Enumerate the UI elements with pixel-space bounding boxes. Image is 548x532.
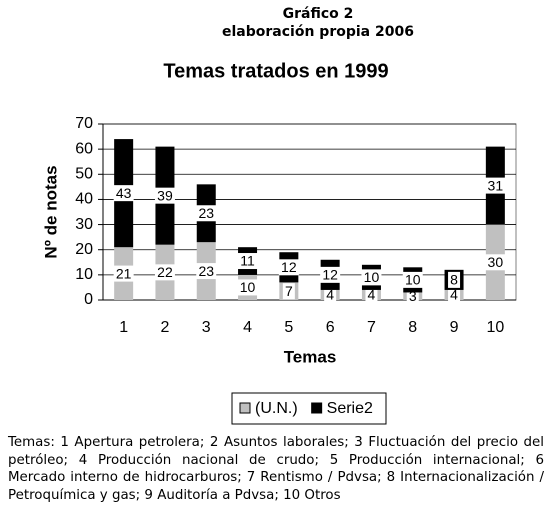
chart: Gráfico 2 elaboración propia 2006 Temas … xyxy=(41,6,517,425)
data-label-box xyxy=(324,286,337,303)
y-axis-label: Nº de notas xyxy=(41,165,60,258)
y-tick-label: 30 xyxy=(75,216,93,233)
data-label-box xyxy=(278,259,299,276)
y-tick-label: 10 xyxy=(75,266,93,283)
x-tick-label: 2 xyxy=(160,319,169,336)
data-label: 22 xyxy=(157,264,173,280)
x-tick-label: 4 xyxy=(243,319,252,336)
data-label-box xyxy=(448,286,461,303)
x-tick-label: 10 xyxy=(486,319,504,336)
data-label-box xyxy=(113,265,134,282)
x-tick-label: 7 xyxy=(367,319,376,336)
caption: Temas: 1 Apertura petrolera; 2 Asuntos l… xyxy=(8,435,544,503)
data-label-box xyxy=(320,266,341,283)
legend-box xyxy=(231,392,387,425)
x-tick-label: 8 xyxy=(408,319,417,336)
data-label-box xyxy=(365,286,378,303)
data-label: 3 xyxy=(409,288,417,304)
data-label: 12 xyxy=(322,267,338,283)
data-label: 10 xyxy=(364,269,380,285)
data-label-box xyxy=(485,254,506,271)
y-tick-label: 50 xyxy=(75,166,93,183)
data-label: 7 xyxy=(285,283,293,299)
data-label: 23 xyxy=(198,263,214,279)
data-label: 11 xyxy=(240,253,255,269)
y-tick-label: 20 xyxy=(75,241,93,258)
legend-label: Serie2 xyxy=(327,400,373,417)
header-line: Gráfico 2 xyxy=(283,6,354,22)
legend-label: (U.N.) xyxy=(255,400,298,417)
data-label-box xyxy=(361,269,382,286)
x-tick-label: 1 xyxy=(119,319,128,336)
data-label: 4 xyxy=(450,287,458,303)
data-label: 4 xyxy=(368,287,376,303)
y-tick-label: 40 xyxy=(75,191,93,208)
data-label: 39 xyxy=(157,187,173,203)
data-label-box xyxy=(154,264,175,281)
data-label: 23 xyxy=(198,205,214,221)
legend-swatch xyxy=(311,402,323,414)
data-label-box xyxy=(154,187,175,204)
data-label: 10 xyxy=(405,272,421,288)
data-label-box xyxy=(402,271,423,288)
y-tick-label: 60 xyxy=(75,140,93,157)
data-label: 8 xyxy=(450,272,458,288)
header-line: elaboración propia 2006 xyxy=(222,24,414,40)
data-label: 30 xyxy=(488,254,504,270)
data-label-box xyxy=(448,271,461,288)
x-tick-label: 6 xyxy=(326,319,335,336)
data-label-box xyxy=(485,177,506,194)
data-label-box xyxy=(237,253,258,270)
data-label: 10 xyxy=(240,279,256,295)
x-tick-label: 3 xyxy=(202,319,211,336)
data-label: 4 xyxy=(326,287,334,303)
data-label-box xyxy=(237,279,258,296)
data-label-box xyxy=(282,283,295,300)
chart-title: Temas tratados en 1999 xyxy=(163,60,388,82)
data-label-box xyxy=(113,185,134,202)
data-label: 21 xyxy=(116,265,132,281)
x-tick-label: 5 xyxy=(284,319,293,336)
data-label: 12 xyxy=(281,259,297,275)
data-label: 43 xyxy=(116,185,132,201)
x-axis-label: Temas xyxy=(284,347,337,366)
x-tick-label: 9 xyxy=(450,319,459,336)
data-label: 31 xyxy=(488,177,504,193)
y-tick-label: 0 xyxy=(84,291,93,308)
y-tick-label: 70 xyxy=(75,115,93,132)
data-label-box xyxy=(196,263,217,280)
data-label-box xyxy=(196,205,217,222)
legend-swatch xyxy=(239,402,251,414)
